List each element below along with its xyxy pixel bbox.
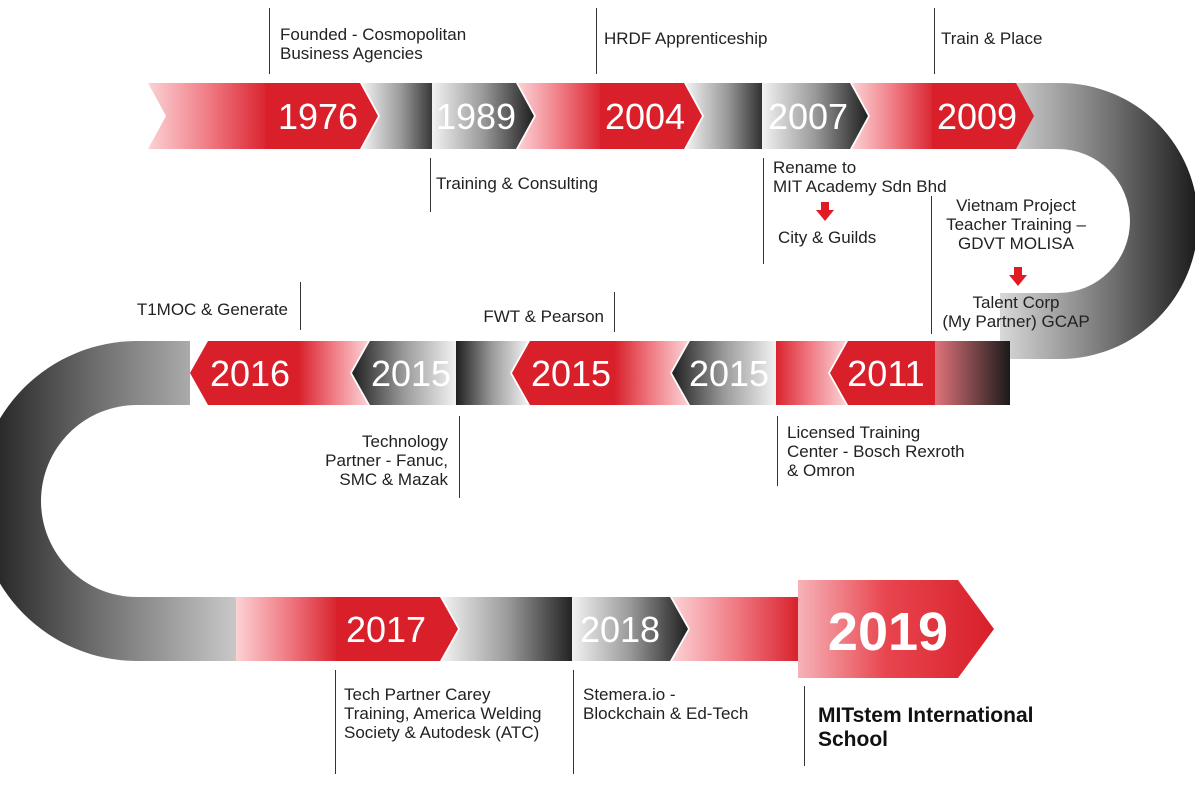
connector-line xyxy=(614,292,615,332)
segment-2019 xyxy=(798,580,994,678)
connector-line xyxy=(459,416,460,498)
connector-line xyxy=(269,8,270,74)
year-label: 2011 xyxy=(847,353,924,394)
segment-2015-b xyxy=(512,341,614,405)
event-2011-licensed: Licensed Training Center - Bosch Rexroth… xyxy=(787,423,965,480)
connector-line xyxy=(931,196,932,334)
row1-ribbon xyxy=(148,83,1034,149)
segment-2007 xyxy=(762,83,868,149)
year-label: 2007 xyxy=(768,96,848,137)
connector-line xyxy=(430,158,431,212)
segment-2017 xyxy=(336,597,458,661)
row2-ribbon xyxy=(190,341,1010,405)
connector-line xyxy=(300,282,301,330)
connector-line xyxy=(777,416,778,486)
event-2011-vietnam: Vietnam Project Teacher Training – GDVT … xyxy=(946,196,1086,253)
year-label: 2015 xyxy=(371,353,451,394)
event-2019: MITstem International School xyxy=(818,704,1034,751)
year-label: 2017 xyxy=(346,609,426,650)
year-label: 2016 xyxy=(210,353,290,394)
event-2007-cityguilds: City & Guilds xyxy=(778,228,877,247)
year-label: 2015 xyxy=(531,353,611,394)
year-label: 2004 xyxy=(605,96,685,137)
segment-2018 xyxy=(572,597,688,661)
segment-2009 xyxy=(932,83,1034,149)
connector-line xyxy=(573,670,574,774)
segment-2015-a xyxy=(352,341,456,405)
event-2015-fwt: FWT & Pearson xyxy=(483,307,604,326)
event-2011-talentcorp: Talent Corp (My Partner) GCAP xyxy=(942,293,1090,331)
event-2018: Stemera.io - Blockchain & Ed-Tech xyxy=(583,685,749,723)
event-2007-rename: Rename to MIT Academy Sdn Bhd xyxy=(773,158,947,196)
year-label: 1976 xyxy=(278,96,358,137)
year-label: 2018 xyxy=(580,609,660,650)
event-1989: Training & Consulting xyxy=(436,174,598,193)
curve-left xyxy=(0,341,262,661)
year-label: 2009 xyxy=(937,96,1017,137)
connector-line xyxy=(596,8,597,74)
row3-ribbon xyxy=(236,580,994,678)
connector-line xyxy=(934,8,935,74)
down-arrow-icon xyxy=(1009,267,1027,286)
connector-line xyxy=(804,686,805,766)
connector-line xyxy=(763,158,764,264)
event-1976: Founded - Cosmopolitan Business Agencies xyxy=(280,25,467,63)
event-2016: T1MOC & Generate xyxy=(136,300,288,319)
event-2015-technology: Technology Partner - Fanuc, SMC & Mazak xyxy=(325,432,448,489)
segment-1989 xyxy=(432,83,534,149)
segment-2016 xyxy=(190,341,298,405)
segment-2015-c xyxy=(672,341,776,405)
event-2004: HRDF Apprenticeship xyxy=(604,29,768,48)
segment-1976 xyxy=(266,83,378,149)
curve-right xyxy=(1000,83,1195,359)
event-2017: Tech Partner Carey Training, America Wel… xyxy=(344,685,542,742)
connector-line xyxy=(335,670,336,774)
segment-2004 xyxy=(600,83,702,149)
segment-2011 xyxy=(830,341,935,405)
year-label: 1989 xyxy=(436,96,516,137)
year-label-highlight: 2019 xyxy=(828,602,948,662)
down-arrow-icon xyxy=(816,202,834,221)
event-2009: Train & Place xyxy=(941,29,1043,48)
year-label: 2015 xyxy=(689,353,769,394)
